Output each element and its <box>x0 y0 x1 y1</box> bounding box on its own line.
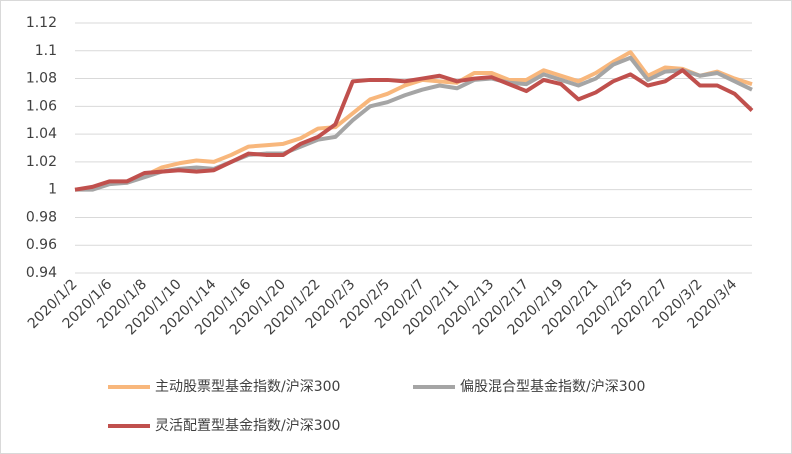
y-tick-label: 1.12 <box>26 15 57 31</box>
y-tick-label: 0.96 <box>26 237 57 253</box>
y-tick-label: 0.94 <box>26 265 57 281</box>
series-line <box>74 50 753 192</box>
y-tick-label: 1.08 <box>26 71 57 87</box>
legend-label: 偏股混合型基金指数/沪深300 <box>460 378 645 395</box>
legend-label: 主动股票型基金指数/沪深300 <box>155 378 340 395</box>
y-tick-label: 1.04 <box>26 126 57 142</box>
y-tick-label: 1.02 <box>26 154 57 170</box>
series-line <box>74 68 754 192</box>
y-tick-label: 0.98 <box>26 209 57 225</box>
y-tick-label: 1 <box>48 182 57 198</box>
y-tick-label: 1.1 <box>35 43 57 59</box>
series-line <box>75 55 753 192</box>
legend-label: 灵活配置型基金指数/沪深300 <box>155 417 340 434</box>
y-tick-label: 1.06 <box>26 98 57 114</box>
